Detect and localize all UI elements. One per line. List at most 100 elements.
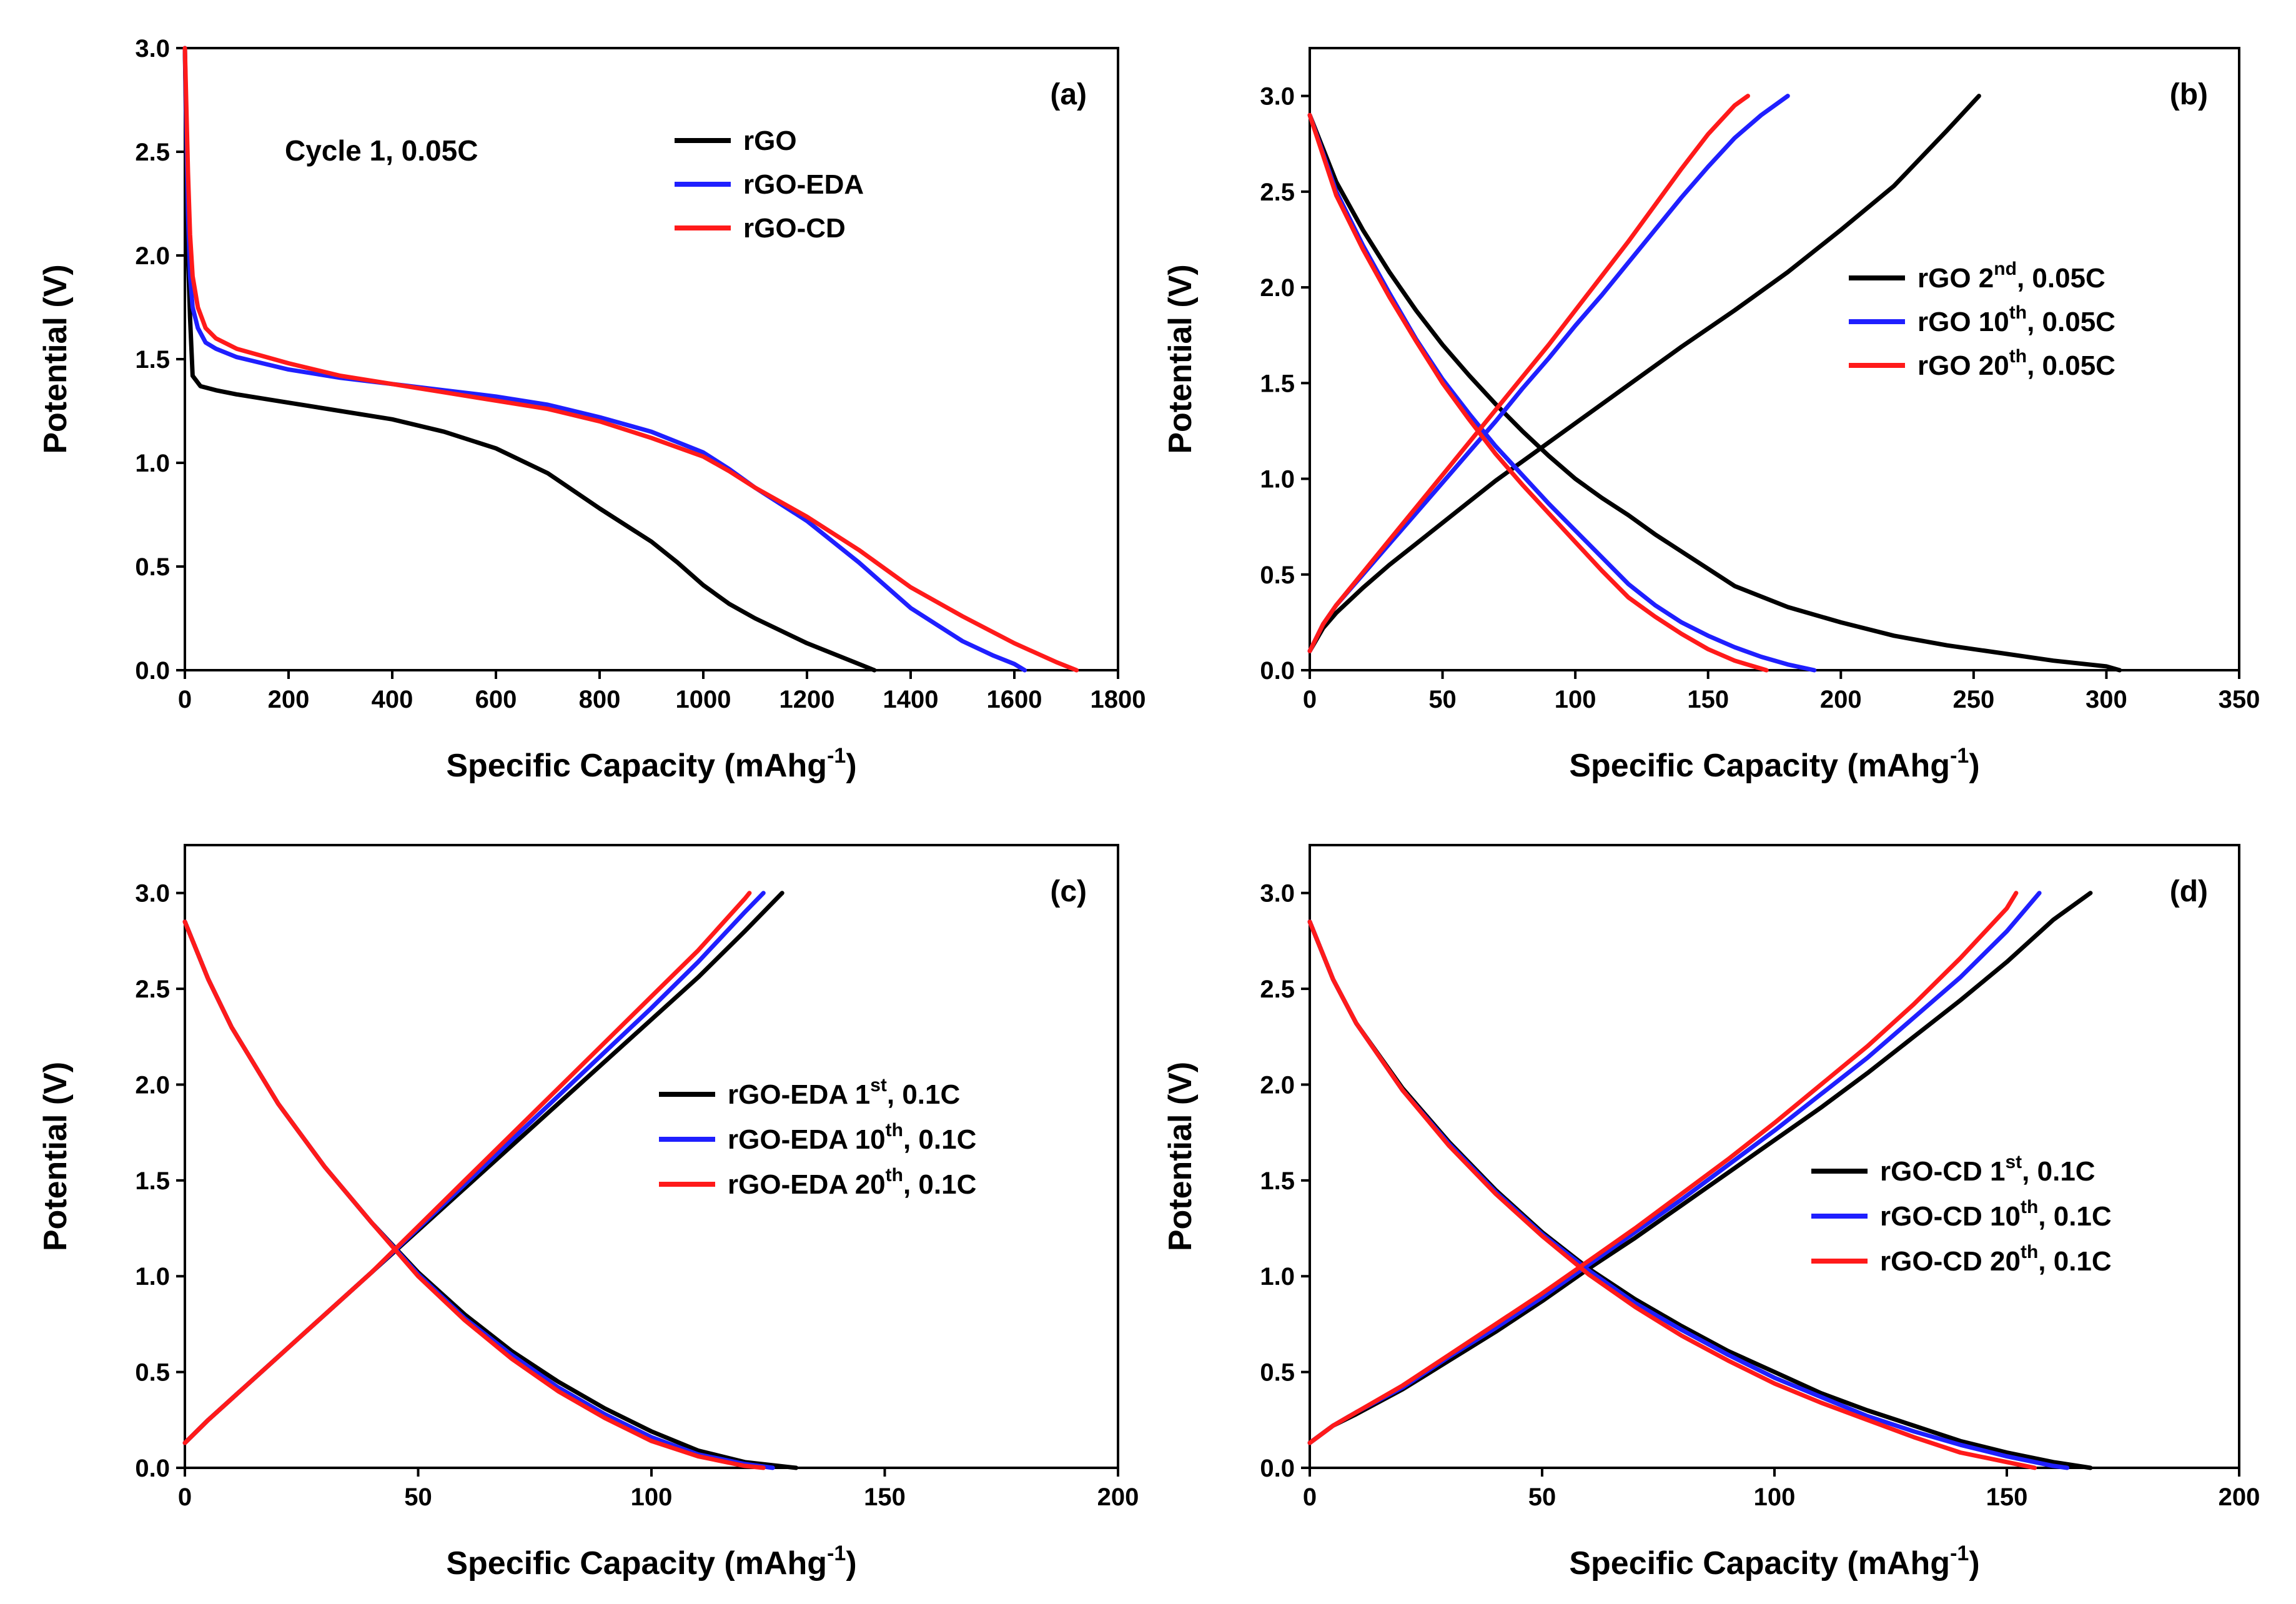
x-tick-label: 350	[2219, 686, 2260, 713]
y-tick-label: 0.5	[135, 1359, 170, 1387]
legend-entry-name: rGO-CD 1	[1880, 1156, 2005, 1187]
y-tick-label: 0.0	[135, 1455, 170, 1482]
legend: rGO-EDA 1st, 0.1C rGO-EDA 10th, 0.1C rGO-E…	[659, 1075, 976, 1200]
legend-entry-name: rGO-EDA 1	[728, 1079, 870, 1110]
legend-entry-end: , 0.1C	[887, 1079, 960, 1110]
y-tick-label: 0.0	[1260, 1455, 1295, 1482]
legend-entry-sup: th	[886, 1120, 903, 1141]
x-tick-label: 200	[1097, 1483, 1139, 1511]
x-axis-title: Specific Capacity (mAhg-1)	[1569, 1542, 1979, 1582]
series-rgo-20-discharge-line	[1307, 112, 1769, 673]
panel-label: (a)	[1050, 78, 1087, 111]
plot-frame	[1309, 844, 2240, 1469]
x-axis-title: Specific Capacity (mAhg-1)	[1569, 744, 1979, 784]
x-tick-label: 150	[864, 1483, 906, 1511]
series-rgo-cd-20-discharge-line	[1307, 919, 2037, 1470]
x-tick-label: 1400	[883, 686, 939, 713]
series-rgo-10-charge-line	[1307, 94, 1790, 653]
y-tick-label: 3.0	[135, 880, 170, 908]
y-axis-title: Potential (V)	[1162, 264, 1199, 453]
x-tick-label: 600	[475, 686, 517, 713]
legend-entry: rGO-EDA 10th, 0.1C	[728, 1120, 976, 1155]
x-tick-label: 1000	[676, 686, 731, 713]
panel-label: (c)	[1050, 875, 1087, 908]
y-tick-label: 1.0	[1260, 1263, 1295, 1290]
legend-entry-name: rGO 20	[1917, 350, 2009, 381]
legend-entry-end: , 0.1C	[2038, 1246, 2111, 1277]
x-tick-label: 1800	[1091, 686, 1146, 713]
x-axis-title-text: Specific Capacity (mAhg	[446, 748, 827, 784]
x-axis-title-sup: -1	[827, 1542, 846, 1565]
legend-entry-name: rGO 10	[1917, 307, 2009, 337]
y-axis-title: Potential (V)	[37, 264, 74, 453]
legend-entry-name: rGO-CD 10	[1880, 1201, 2021, 1232]
legend-entry-sup: th	[2009, 302, 2027, 323]
y-tick-label: 1.0	[1260, 466, 1295, 493]
legend-entry-sup: st	[2005, 1152, 2022, 1172]
legend: rGO rGO-EDA rGO-CD	[675, 126, 864, 244]
legend-entry-sup: st	[870, 1075, 887, 1096]
y-tick-label: 2.0	[1260, 274, 1295, 302]
legend-entry-name: rGO-CD 20	[1880, 1246, 2021, 1277]
legend-entry-end: , 0.05C	[2027, 350, 2115, 381]
x-tick-label: 400	[372, 686, 413, 713]
legend-entry-sup: nd	[1994, 259, 2017, 279]
y-tick-label: 0.0	[135, 657, 170, 685]
legend-entry: rGO 20th, 0.05C	[1917, 346, 2115, 381]
panel-b: 0 50 100 150 200 250 300 350 0.0 0.5 1.0 1.5 2.0 2.5 3…	[1162, 47, 2260, 784]
legend-entry-sup: th	[2021, 1197, 2038, 1217]
legend-entry-end: , 0.1C	[2022, 1156, 2095, 1187]
y-tick-label: 1.5	[1260, 370, 1295, 397]
legend-entry-sup: th	[2009, 346, 2027, 367]
y-tick-label: 0.5	[1260, 562, 1295, 589]
x-tick-label: 0	[1303, 1483, 1317, 1511]
legend-entry: rGO-EDA 20th, 0.1C	[728, 1165, 976, 1200]
panel-annotation: Cycle 1, 0.05C	[285, 134, 478, 167]
y-tick-label: 0.0	[1260, 657, 1295, 685]
legend-entry: rGO	[743, 126, 797, 156]
x-tick-label: 100	[1754, 1483, 1796, 1511]
x-axis-title-end: )	[1969, 748, 1979, 784]
legend-entry-sup: th	[886, 1165, 903, 1186]
y-tick-label: 2.5	[1260, 976, 1295, 1003]
y-tick-label: 2.5	[135, 976, 170, 1003]
x-axis-title-text: Specific Capacity (mAhg	[1569, 1545, 1950, 1582]
y-tick-label: 2.5	[135, 139, 170, 166]
y-tick-label: 3.0	[135, 35, 170, 62]
legend-entry: rGO-EDA	[743, 169, 864, 200]
series-rgo-line	[182, 46, 877, 673]
plot-frame	[1309, 47, 2240, 671]
y-tick-label: 2.0	[135, 1071, 170, 1099]
legend-entry-end: , 0.05C	[2027, 307, 2115, 337]
series-rgo-2-discharge-line	[1307, 112, 2122, 673]
x-axis-title-sup: -1	[827, 744, 846, 768]
x-tick-label: 200	[1820, 686, 1862, 713]
y-tick-label: 2.0	[135, 242, 170, 270]
legend-entry: rGO 2nd, 0.05C	[1917, 259, 2105, 294]
y-tick-label: 2.5	[1260, 179, 1295, 206]
x-tick-label: 200	[2219, 1483, 2260, 1511]
x-axis-title: Specific Capacity (mAhg-1)	[446, 1542, 856, 1582]
legend-entry-name: rGO-CD	[743, 213, 846, 244]
y-tick-label: 0.5	[135, 553, 170, 581]
panel-label: (d)	[2170, 875, 2208, 908]
series-rgo-eda-10-discharge-line	[182, 919, 775, 1470]
x-tick-label: 300	[2086, 686, 2127, 713]
x-tick-label: 1600	[987, 686, 1042, 713]
panel-d: 0 50 100 150 200 0.0 0.5 1.0 1.5 2.0 2.5 3.0 Specifi…	[1162, 844, 2260, 1582]
legend-entry-sup: th	[2021, 1242, 2038, 1262]
series-rgo-eda-20-charge-line	[182, 891, 752, 1445]
x-tick-label: 250	[1952, 686, 1994, 713]
x-tick-label: 0	[1303, 686, 1317, 713]
x-tick-label: 100	[1555, 686, 1596, 713]
series-rgo-cd-line	[182, 46, 1079, 673]
y-tick-label: 2.0	[1260, 1071, 1295, 1099]
x-axis-title: Specific Capacity (mAhg-1)	[446, 744, 856, 784]
panel-label: (b)	[2170, 78, 2208, 111]
x-tick-label: 50	[1428, 686, 1457, 713]
series-rgo-2-charge-line	[1307, 94, 1981, 653]
y-axis-title: Potential (V)	[37, 1062, 74, 1251]
legend-entry-name: rGO	[743, 126, 797, 156]
legend-entry-end: , 0.05C	[2017, 263, 2105, 294]
